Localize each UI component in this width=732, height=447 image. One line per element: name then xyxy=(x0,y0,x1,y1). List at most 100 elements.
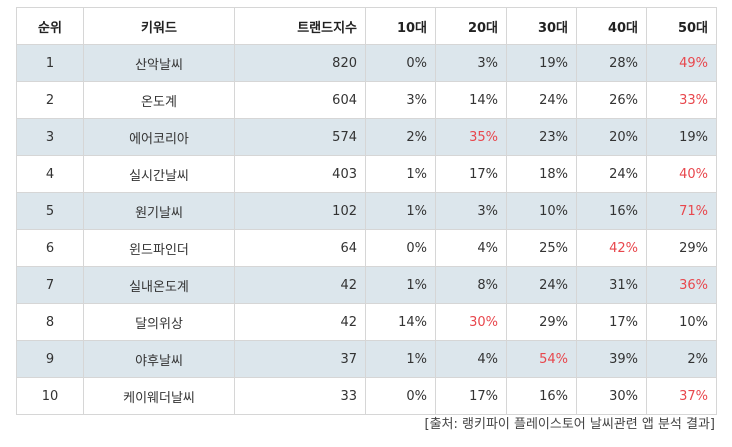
header-trend-index: 트랜드지수 xyxy=(234,7,366,45)
header-age-20s: 20대 xyxy=(435,7,507,45)
trend-index-cell: 42 xyxy=(234,266,366,304)
rank-cell: 6 xyxy=(16,229,84,267)
age-10s-cell: 3% xyxy=(365,81,436,119)
table-row: 5 원기날씨 102 1% 3% 10% 16% 71% xyxy=(16,192,717,230)
table-row: 3 에어코리아 574 2% 35% 23% 20% 19% xyxy=(16,118,717,156)
rank-cell: 2 xyxy=(16,81,84,119)
header-age-50s: 50대 xyxy=(646,7,717,45)
trend-index-cell: 64 xyxy=(234,229,366,267)
age-40s-cell: 42% xyxy=(576,229,647,267)
rank-cell: 1 xyxy=(16,44,84,82)
age-50s-cell: 40% xyxy=(646,155,717,193)
source-caption: [출처: 랭키파이 플레이스토어 날씨관련 앱 분석 결과] xyxy=(424,417,715,432)
rank-cell: 9 xyxy=(16,340,84,378)
age-30s-cell: 24% xyxy=(506,266,577,304)
age-20s-cell: 3% xyxy=(435,192,507,230)
age-50s-cell: 71% xyxy=(646,192,717,230)
age-30s-cell: 10% xyxy=(506,192,577,230)
rank-cell: 5 xyxy=(16,192,84,230)
age-30s-cell: 24% xyxy=(506,81,577,119)
age-50s-cell: 2% xyxy=(646,340,717,378)
age-10s-cell: 1% xyxy=(365,192,436,230)
age-10s-cell: 0% xyxy=(365,229,436,267)
age-20s-cell: 17% xyxy=(435,155,507,193)
keyword-cell: 에어코리아 xyxy=(83,118,235,156)
rank-cell: 4 xyxy=(16,155,84,193)
age-40s-cell: 31% xyxy=(576,266,647,304)
table-row: 1 산악날씨 820 0% 3% 19% 28% 49% xyxy=(16,44,717,82)
age-20s-cell: 3% xyxy=(435,44,507,82)
keyword-cell: 온도계 xyxy=(83,81,235,119)
header-age-30s: 30대 xyxy=(506,7,577,45)
age-40s-cell: 39% xyxy=(576,340,647,378)
age-30s-cell: 18% xyxy=(506,155,577,193)
rank-cell: 10 xyxy=(16,377,84,415)
age-20s-cell: 4% xyxy=(435,229,507,267)
table-body: 1 산악날씨 820 0% 3% 19% 28% 49% 2 온도계 604 3% 14% 24% 26% 3… xyxy=(16,44,717,415)
trend-index-cell: 42 xyxy=(234,303,366,341)
rank-cell: 3 xyxy=(16,118,84,156)
age-30s-cell: 29% xyxy=(506,303,577,341)
age-40s-cell: 20% xyxy=(576,118,647,156)
age-10s-cell: 1% xyxy=(365,266,436,304)
age-50s-cell: 37% xyxy=(646,377,717,415)
header-age-10s: 10대 xyxy=(365,7,436,45)
table-row: 10 케이웨더날씨 33 0% 17% 16% 30% 37% xyxy=(16,377,717,415)
age-40s-cell: 17% xyxy=(576,303,647,341)
age-10s-cell: 2% xyxy=(365,118,436,156)
age-30s-cell: 54% xyxy=(506,340,577,378)
age-10s-cell: 0% xyxy=(365,377,436,415)
table-row: 4 실시간날씨 403 1% 17% 18% 24% 40% xyxy=(16,155,717,193)
age-50s-cell: 33% xyxy=(646,81,717,119)
age-50s-cell: 29% xyxy=(646,229,717,267)
age-20s-cell: 17% xyxy=(435,377,507,415)
age-50s-cell: 49% xyxy=(646,44,717,82)
age-20s-cell: 14% xyxy=(435,81,507,119)
age-10s-cell: 14% xyxy=(365,303,436,341)
header-age-40s: 40대 xyxy=(576,7,647,45)
keyword-cell: 원기날씨 xyxy=(83,192,235,230)
trend-table: 순위 키워드 트랜드지수 10대 20대 30대 40대 50대 1 산악날씨 82… xyxy=(16,7,717,415)
age-20s-cell: 30% xyxy=(435,303,507,341)
keyword-cell: 케이웨더날씨 xyxy=(83,377,235,415)
age-40s-cell: 26% xyxy=(576,81,647,119)
age-20s-cell: 8% xyxy=(435,266,507,304)
age-20s-cell: 4% xyxy=(435,340,507,378)
table-row: 8 달의위상 42 14% 30% 29% 17% 10% xyxy=(16,303,717,341)
header-keyword: 키워드 xyxy=(83,7,235,45)
table-row: 9 야후날씨 37 1% 4% 54% 39% 2% xyxy=(16,340,717,378)
age-40s-cell: 24% xyxy=(576,155,647,193)
table-row: 6 윈드파인더 64 0% 4% 25% 42% 29% xyxy=(16,229,717,267)
trend-index-cell: 403 xyxy=(234,155,366,193)
age-20s-cell: 35% xyxy=(435,118,507,156)
keyword-cell: 실내온도계 xyxy=(83,266,235,304)
age-30s-cell: 16% xyxy=(506,377,577,415)
trend-index-cell: 37 xyxy=(234,340,366,378)
age-40s-cell: 16% xyxy=(576,192,647,230)
keyword-cell: 달의위상 xyxy=(83,303,235,341)
trend-index-cell: 604 xyxy=(234,81,366,119)
header-rank: 순위 xyxy=(16,7,84,45)
age-40s-cell: 30% xyxy=(576,377,647,415)
age-30s-cell: 25% xyxy=(506,229,577,267)
age-10s-cell: 0% xyxy=(365,44,436,82)
age-50s-cell: 36% xyxy=(646,266,717,304)
table-row: 2 온도계 604 3% 14% 24% 26% 33% xyxy=(16,81,717,119)
keyword-cell: 산악날씨 xyxy=(83,44,235,82)
age-50s-cell: 19% xyxy=(646,118,717,156)
keyword-cell: 윈드파인더 xyxy=(83,229,235,267)
age-10s-cell: 1% xyxy=(365,155,436,193)
trend-index-cell: 820 xyxy=(234,44,366,82)
rank-cell: 8 xyxy=(16,303,84,341)
rank-cell: 7 xyxy=(16,266,84,304)
age-50s-cell: 10% xyxy=(646,303,717,341)
keyword-cell: 실시간날씨 xyxy=(83,155,235,193)
age-30s-cell: 19% xyxy=(506,44,577,82)
age-40s-cell: 28% xyxy=(576,44,647,82)
trend-index-cell: 33 xyxy=(234,377,366,415)
age-30s-cell: 23% xyxy=(506,118,577,156)
trend-index-cell: 102 xyxy=(234,192,366,230)
table-row: 7 실내온도계 42 1% 8% 24% 31% 36% xyxy=(16,266,717,304)
keyword-cell: 야후날씨 xyxy=(83,340,235,378)
